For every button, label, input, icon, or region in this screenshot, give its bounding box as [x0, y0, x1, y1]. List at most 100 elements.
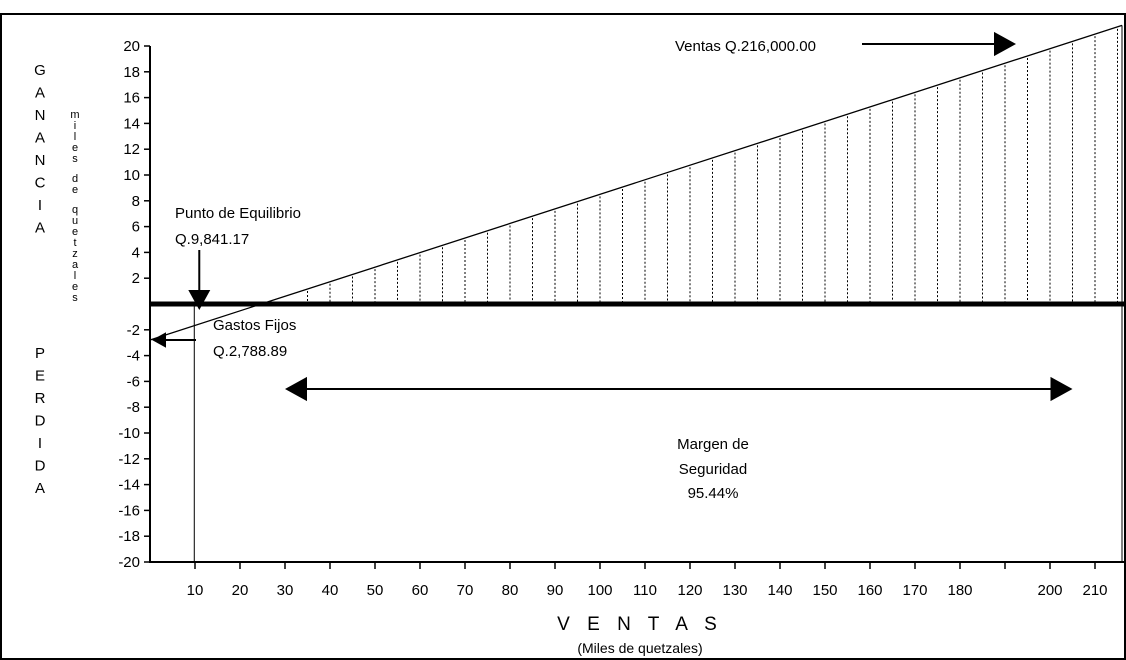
fixed-costs-value: Q.2,788.89 [213, 343, 287, 360]
safety-margin-arrow-left-head [285, 376, 307, 402]
y-tick-label-15: -12 [118, 451, 140, 468]
break-even-label: Punto de Equilibrio [175, 205, 301, 222]
fixed-costs-arrow-head [152, 332, 166, 348]
x-tick-label-4: 50 [367, 582, 384, 599]
x-tick-label-5: 60 [412, 582, 429, 599]
x-tick-label-12: 130 [722, 582, 747, 599]
sales-line [149, 24, 1123, 341]
profit-hatch-group [307, 28, 1118, 302]
ylabel-top-letter-7: A [35, 220, 45, 237]
y-tick-label-0: 20 [123, 38, 140, 55]
chart-frame [0, 13, 1126, 660]
ylabel-units-letter-7: e [72, 184, 78, 196]
x-tick-label-7: 80 [502, 582, 519, 599]
x-tick-label-13: 140 [767, 582, 792, 599]
ylabel-units-letter-2: l [74, 131, 76, 143]
break-even-arrow [188, 250, 211, 310]
x-tick-label-10: 110 [633, 582, 657, 599]
ylabel-top-letter-4: N [35, 152, 46, 169]
y-tick-label-10: -2 [127, 322, 140, 339]
ylabel-top-letter-1: A [35, 85, 45, 102]
x-tick-label-16: 170 [902, 582, 927, 599]
ylabel-units-letter-14: a [72, 259, 79, 271]
safety-margin-arrow-right-head [1050, 376, 1073, 402]
y-tick-label-8: 4 [132, 244, 140, 261]
y-tick-label-2: 16 [123, 90, 140, 107]
x-tick-label-0: 10 [187, 582, 204, 599]
axes-group [149, 25, 1125, 563]
x-tick-label-19: 210 [1082, 582, 1107, 599]
ylabel-bottom-letter-3: D [35, 413, 46, 430]
series-group [149, 24, 1123, 341]
safety-margin-line-2: Seguridad [679, 461, 747, 478]
sales-arrow [862, 31, 1016, 57]
ylabel-units-letter-1: i [74, 120, 76, 132]
y-ticks-group: 20 18 16 14 12 10 8 6 4 2 -2 -4 -6 -8 -10 -12 -14 -16 -18 -… [118, 38, 150, 571]
safety-margin-line-1: Margen de [677, 436, 749, 453]
sales-arrow-head [994, 31, 1016, 57]
safety-margin-arrow [285, 376, 1073, 402]
ylabel-bottom-letter-2: R [35, 390, 46, 407]
y-tick-label-5: 10 [123, 167, 140, 184]
x-axis-title: V E N T A S [557, 614, 723, 635]
y-tick-label-17: -16 [118, 502, 140, 519]
sales-label: Ventas Q.216,000.00 [675, 38, 816, 55]
x-tick-label-18: 200 [1037, 582, 1062, 599]
ylabel-units-letter-0: m [70, 109, 79, 121]
y-tick-label-13: -8 [127, 399, 140, 416]
ylabel-units-letter-10: u [72, 215, 78, 227]
y-tick-label-7: 6 [132, 219, 140, 236]
y-tick-label-14: -10 [118, 425, 140, 442]
ylabel-top-letter-5: C [35, 175, 46, 192]
fixed-costs-label: Gastos Fijos [213, 317, 296, 334]
y-tick-label-19: -20 [118, 554, 140, 571]
y-tick-label-11: -4 [127, 348, 140, 365]
y-tick-label-3: 14 [123, 115, 140, 132]
x-tick-label-15: 160 [857, 582, 882, 599]
x-tick-label-2: 30 [277, 582, 294, 599]
ylabel-units-letter-6: d [72, 173, 78, 185]
y-tick-label-16: -14 [118, 477, 140, 494]
x-tick-label-8: 90 [547, 582, 564, 599]
fixed-costs-arrow [152, 332, 196, 348]
break-even-value: Q.9,841.17 [175, 231, 249, 248]
ylabel-top-letter-6: I [38, 197, 42, 214]
y-tick-label-18: -18 [118, 528, 140, 545]
ylabel-units-letter-4: s [72, 153, 78, 165]
x-tick-label-11: 120 [677, 582, 702, 599]
ylabel-top-letter-3: A [35, 130, 45, 147]
ylabel-top-letter-2: N [35, 107, 46, 124]
safety-margin-line-3: 95.44% [688, 485, 739, 502]
y-tick-label-4: 12 [123, 141, 140, 158]
break-even-arrow-head [188, 290, 211, 310]
x-ticks-group: 10 20 30 40 50 60 70 80 90 100 110 120 130 140 150 160 1… [187, 562, 1108, 599]
x-tick-label-6: 70 [457, 582, 474, 599]
ylabel-bottom-letter-0: P [35, 345, 45, 362]
x-tick-label-14: 150 [812, 582, 837, 599]
y-tick-label-1: 18 [123, 64, 140, 81]
x-axis-subtitle: (Miles de quetzales) [577, 640, 702, 656]
ylabel-bottom-letter-6: A [35, 480, 45, 497]
y-tick-label-12: -6 [127, 373, 140, 390]
ylabel-bottom-letter-5: D [35, 458, 46, 475]
ylabel-bottom-letter-1: E [35, 368, 45, 385]
ylabel-bottom-letter-4: I [38, 435, 42, 452]
ylabel-units-letter-13: z [72, 248, 78, 260]
ylabel-units-letter-12: t [73, 237, 76, 249]
ylabel-units-letter-11: e [72, 226, 78, 238]
ylabel-units-letter-9: q [72, 204, 78, 216]
x-tick-label-17: 180 [947, 582, 972, 599]
y-tick-label-6: 8 [132, 193, 140, 210]
ylabel-units-letter-3: e [72, 142, 78, 154]
ylabel-units-letter-16: e [72, 281, 78, 293]
x-tick-label-1: 20 [232, 582, 249, 599]
x-tick-label-3: 40 [322, 582, 339, 599]
x-tick-label-9: 100 [587, 582, 612, 599]
ylabel-units-letter-15: l [74, 270, 76, 282]
ylabel-units-letter-17: s [72, 292, 78, 304]
ylabel-top-letter-0: G [34, 62, 46, 79]
